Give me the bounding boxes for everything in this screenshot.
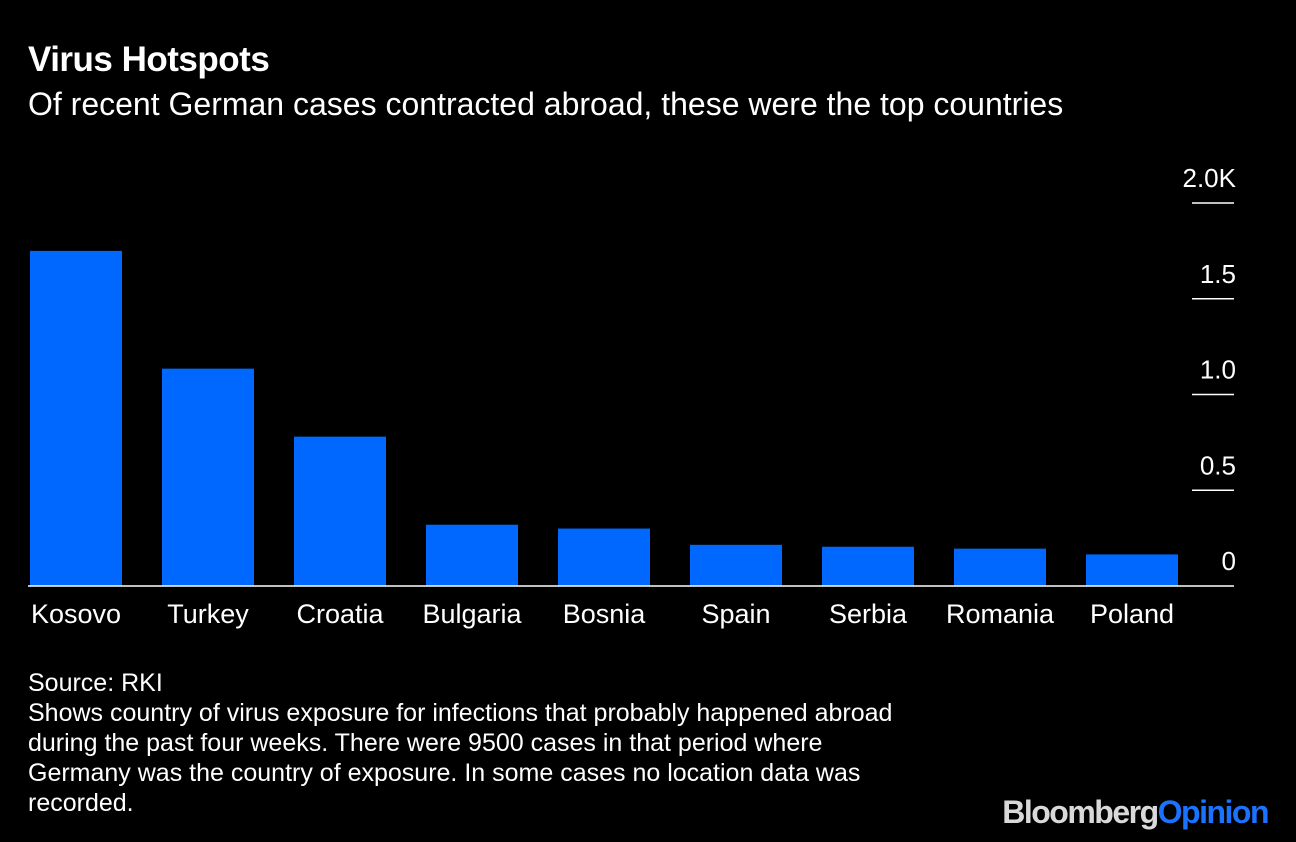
bar-chart: Kosovo Turkey Croatia Bulgaria Bosnia Spain Se… bbox=[28, 163, 1237, 629]
x-tick-label: Turkey bbox=[167, 599, 249, 629]
bar-turkey bbox=[162, 368, 254, 586]
x-tick-label: Romania bbox=[946, 599, 1055, 629]
x-tick-label: Serbia bbox=[829, 599, 908, 629]
y-tick-label: 0.5 bbox=[1200, 450, 1236, 480]
bloomberg-opinion-logo: BloombergOpinion bbox=[1002, 794, 1270, 831]
y-tick-label: 1.0 bbox=[1200, 355, 1236, 385]
bar-croatia bbox=[294, 436, 386, 586]
bar-romania bbox=[954, 548, 1046, 586]
chart-subtitle: Of recent German cases contracted abroad… bbox=[28, 86, 1064, 122]
brand-part-opinion: Opinion bbox=[1157, 794, 1270, 830]
bar-kosovo bbox=[30, 250, 122, 586]
brand-part-bloomberg: Bloomberg bbox=[1002, 794, 1159, 830]
y-axis: 0 0.5 1.0 1.5 2.0K bbox=[1183, 163, 1237, 576]
x-tick-labels: Kosovo Turkey Croatia Bulgaria Bosnia Spain Se… bbox=[31, 599, 1174, 629]
x-tick-label: Bulgaria bbox=[422, 599, 522, 629]
x-tick-label: Kosovo bbox=[31, 599, 121, 629]
source-text: Source: RKI bbox=[28, 669, 163, 697]
x-tick-label: Bosnia bbox=[563, 599, 647, 629]
bar-spain bbox=[690, 544, 782, 586]
x-tick-label: Poland bbox=[1090, 599, 1174, 629]
note-line: Shows country of virus exposure for infe… bbox=[28, 699, 893, 727]
x-tick-label: Croatia bbox=[296, 599, 384, 629]
y-tick-label: 1.5 bbox=[1200, 259, 1236, 289]
y-tick-label: 2.0K bbox=[1183, 163, 1237, 193]
bar-serbia bbox=[822, 546, 914, 586]
bar-bulgaria bbox=[426, 524, 518, 586]
bars-group bbox=[30, 250, 1178, 586]
x-tick-label: Spain bbox=[701, 599, 770, 629]
bar-bosnia bbox=[558, 528, 650, 586]
note-line: Germany was the country of exposure. In … bbox=[28, 759, 861, 787]
chart-title: Virus Hotspots bbox=[28, 40, 270, 79]
note-line: during the past four weeks. There were 9… bbox=[28, 729, 823, 757]
bar-poland bbox=[1086, 554, 1178, 586]
note-line: recorded. bbox=[28, 789, 134, 817]
chart-notes: Source: RKI Shows country of virus expos… bbox=[28, 668, 1008, 818]
y-tick-label: 0 bbox=[1222, 546, 1236, 576]
